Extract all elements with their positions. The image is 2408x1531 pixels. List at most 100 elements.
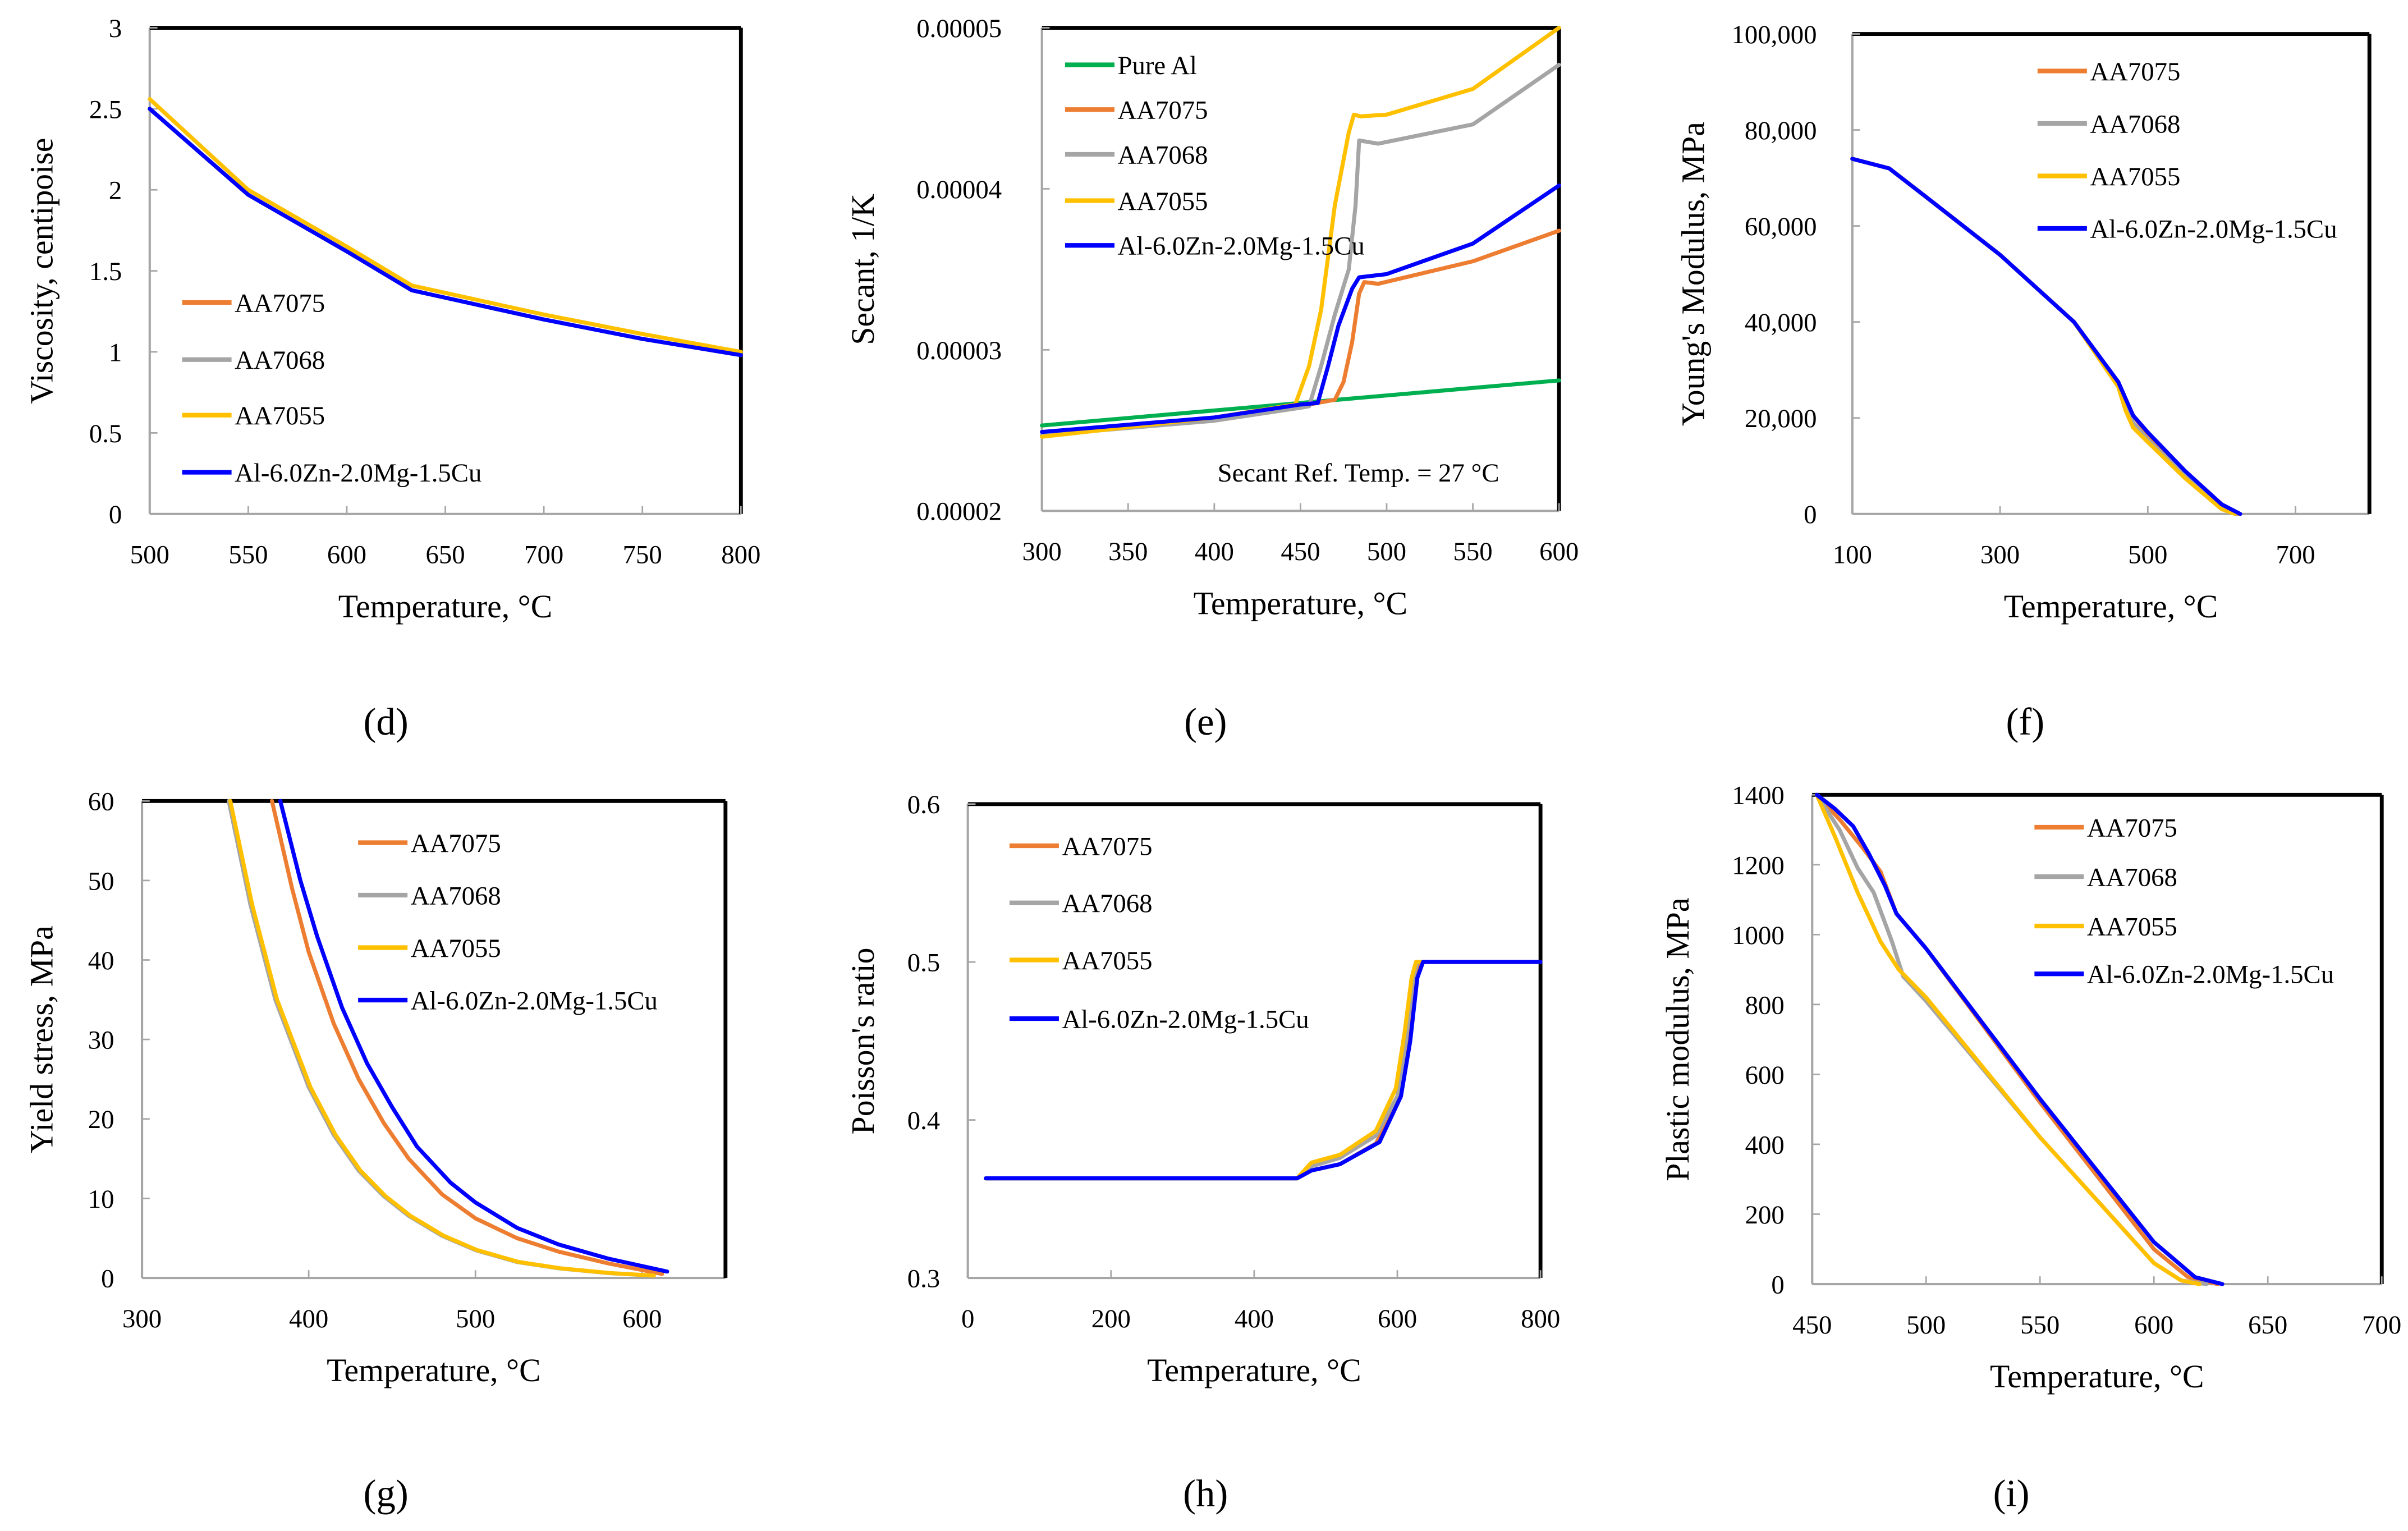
y-tick-label: 50 (88, 867, 114, 896)
x-tick-label: 600 (622, 1304, 662, 1333)
y-tick-label: 40 (88, 946, 114, 975)
legend-label: Al-6.0Zn-2.0Mg-1.5Cu (2090, 215, 2337, 244)
y-tick-label: 0 (1771, 1271, 1784, 1300)
legend-label: AA7068 (1117, 141, 1208, 170)
chart-panel-f: 100 300 500 700 0 20,000 40,000 60,000 80,000 100… (1676, 20, 2372, 743)
y-tick-label: 0.00004 (916, 175, 1002, 204)
chart-panel-h: 0 200 400 600 800 0.3 0.4 0.5 0.6 Temperature, °C… (846, 790, 1560, 1515)
x-tick-label: 100 (1833, 540, 1872, 570)
legend-label: Al-6.0Zn-2.0Mg-1.5Cu (235, 459, 481, 488)
x-tick-label: 700 (2276, 540, 2315, 570)
y-tick-label: 0.00003 (916, 336, 1002, 365)
panel-label: (h) (1183, 1472, 1228, 1515)
x-tick-label: 350 (1108, 537, 1148, 566)
y-tick-label: 600 (1745, 1061, 1785, 1090)
y-tick-label: 1.5 (89, 257, 122, 286)
y-axis-title: Plastic modulus, MPa (1661, 897, 1696, 1181)
legend-label: AA7055 (411, 934, 501, 963)
chart-panel-g: 300 400 500 600 0 10 20 30 40 50 60 Temperature, °C… (25, 787, 728, 1515)
x-tick-label: 500 (1367, 537, 1406, 566)
series-line-al-6-0zn-2-0mg-1-5cu (278, 799, 669, 1274)
x-tick-label: 400 (1235, 1304, 1274, 1333)
panel-label: (g) (364, 1472, 409, 1515)
legend-label: AA7075 (2090, 57, 2180, 86)
x-tick-label: 500 (456, 1304, 495, 1333)
x-tick-label: 550 (1453, 537, 1493, 566)
series-line-aa7068 (148, 107, 743, 357)
series-line-aa7075 (148, 107, 743, 357)
x-tick-label: 600 (1378, 1304, 1417, 1333)
y-tick-label: 0.00005 (916, 14, 1002, 43)
y-tick-label: 0.5 (89, 419, 122, 448)
legend-label: AA7055 (1117, 187, 1208, 216)
y-tick-label: 10 (88, 1185, 114, 1214)
series-line-aa7068 (1040, 62, 1561, 438)
x-axis-title: Temperature, °C (1147, 1353, 1361, 1388)
y-tick-label: 0.4 (907, 1106, 940, 1135)
legend-label: AA7055 (235, 401, 325, 430)
x-tick-label: 800 (1521, 1304, 1560, 1333)
y-tick-label: 200 (1745, 1200, 1785, 1230)
y-axis-title: Viscosity, centipoise (25, 138, 60, 404)
legend-label: AA7055 (2090, 162, 2180, 191)
x-axis-title: Temperature, °C (1990, 1359, 2204, 1395)
legend-label: AA7055 (1062, 946, 1152, 975)
x-tick-label: 600 (2134, 1310, 2173, 1340)
series-line-al-6-0zn-2-0mg-1-5cu (1814, 792, 2224, 1286)
x-tick-label: 550 (2020, 1310, 2060, 1340)
legend-label: Al-6.0Zn-2.0Mg-1.5Cu (411, 987, 658, 1016)
x-tick-label: 300 (1980, 540, 2020, 570)
series-line-aa7055 (1814, 792, 2201, 1286)
x-tick-label: 650 (425, 540, 465, 570)
y-tick-label: 1 (109, 338, 122, 368)
x-tick-label: 400 (1195, 537, 1234, 566)
x-axis-title: Temperature, °C (2004, 589, 2218, 625)
x-tick-label: 800 (721, 540, 760, 570)
y-tick-label: 0 (1804, 500, 1817, 529)
y-tick-label: 2 (109, 176, 122, 205)
y-axis-title: Secant, 1/K (846, 194, 881, 345)
y-tick-label: 1400 (1732, 781, 1785, 810)
legend-label: AA7075 (235, 289, 325, 318)
panel-label: (f) (2006, 700, 2044, 743)
x-tick-label: 500 (1906, 1310, 1946, 1340)
legend-label: AA7075 (2087, 814, 2177, 843)
x-tick-label: 450 (1281, 537, 1320, 566)
y-tick-label: 0.5 (907, 948, 940, 978)
legend-label: Pure Al (1117, 51, 1197, 80)
x-tick-label: 450 (1792, 1310, 1832, 1340)
legend-label: AA7075 (411, 829, 501, 858)
series-line-al-6-0zn-2-0mg-1-5cu (1040, 183, 1561, 434)
y-axis-title: Poisson's ratio (846, 947, 881, 1134)
y-tick-label: 1000 (1732, 921, 1785, 950)
series-line-aa7068 (983, 960, 1543, 1181)
panel-label: (i) (1993, 1472, 2030, 1515)
y-tick-label: 80,000 (1745, 116, 1817, 145)
y-tick-label: 20 (88, 1105, 114, 1134)
x-tick-label: 0 (961, 1304, 974, 1333)
x-tick-label: 600 (1539, 537, 1579, 566)
series-line-al-6-0zn-2-0mg-1-5cu (983, 960, 1543, 1181)
y-tick-label: 100,000 (1732, 20, 1817, 49)
x-tick-label: 500 (2128, 540, 2167, 570)
legend-label: AA7068 (411, 882, 501, 911)
y-tick-label: 0.6 (907, 790, 940, 819)
y-axis-title: Yield stress, MPa (25, 925, 60, 1153)
x-axis-title: Temperature, °C (327, 1353, 540, 1388)
y-tick-label: 400 (1745, 1130, 1785, 1159)
x-tick-label: 600 (327, 540, 366, 570)
y-tick-label: 2.5 (89, 95, 122, 124)
x-axis-title: Temperature, °C (338, 589, 552, 625)
annotation: Secant Ref. Temp. = 27 °C (1218, 459, 1499, 488)
series-line-al-6-0zn-2-0mg-1-5cu (148, 107, 743, 357)
x-tick-label: 550 (228, 540, 268, 570)
series-line-al-6-0zn-2-0mg-1-5cu (1850, 157, 2242, 516)
series-line-aa7055 (983, 960, 1543, 1181)
x-tick-label: 400 (289, 1304, 328, 1333)
legend-label: AA7068 (235, 346, 325, 375)
legend-label: Al-6.0Zn-2.0Mg-1.5Cu (2087, 960, 2334, 989)
legend-label: Al-6.0Zn-2.0Mg-1.5Cu (1117, 232, 1364, 261)
legend-label: AA7068 (2090, 110, 2180, 139)
y-tick-label: 60 (88, 787, 114, 817)
